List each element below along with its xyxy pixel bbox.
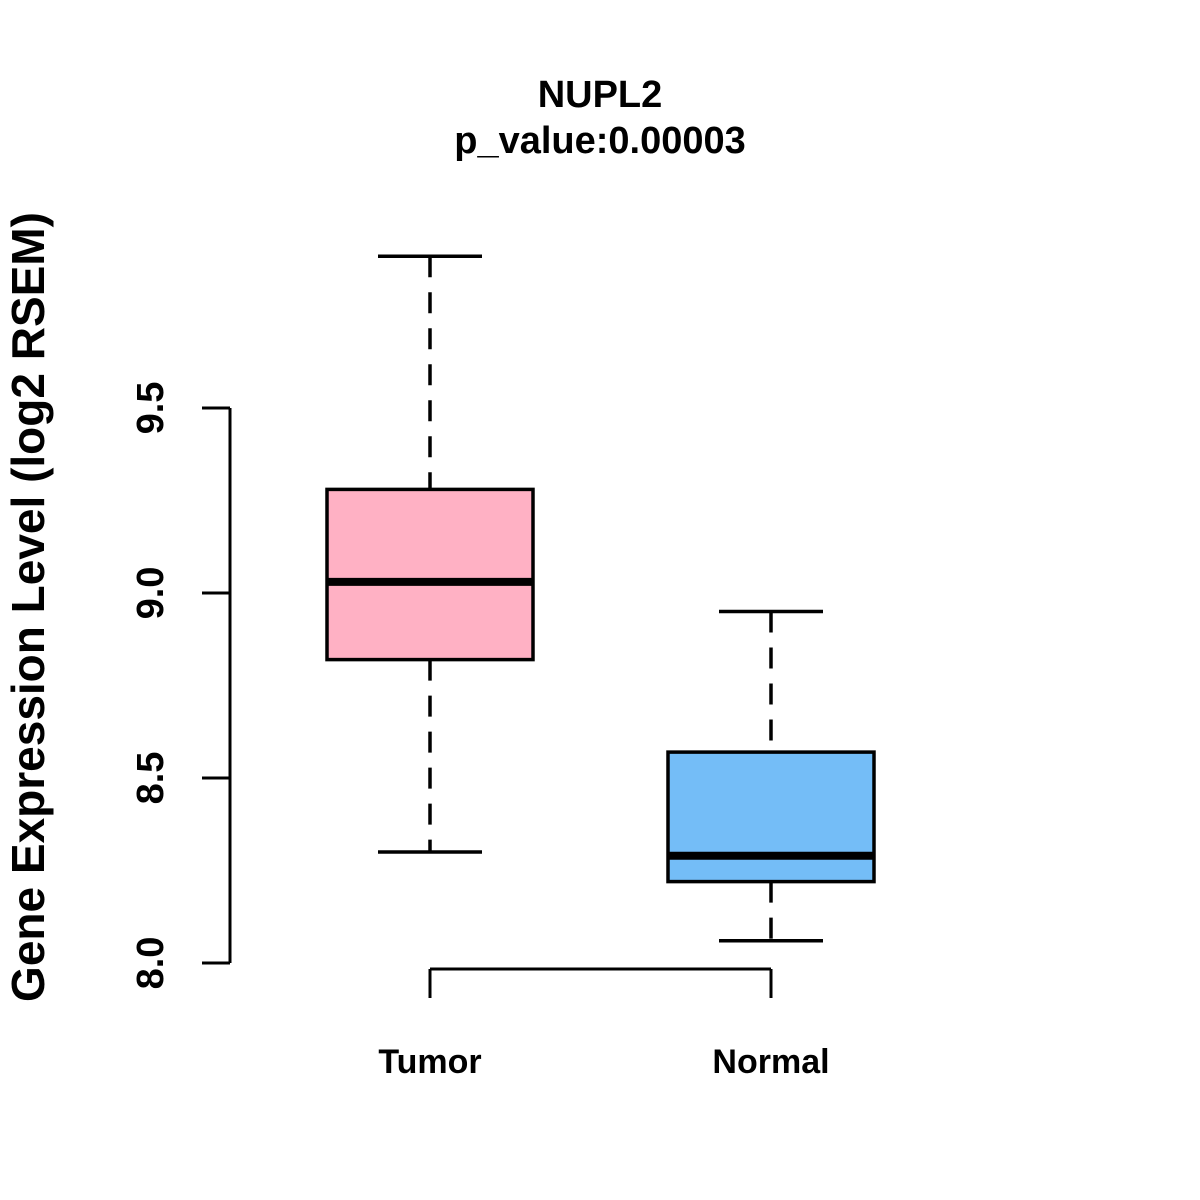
y-axis-tick-label: 8.0 (130, 937, 172, 990)
y-axis-tick-label: 9.5 (130, 382, 172, 435)
chart-title: NUPL2 (538, 74, 663, 116)
y-axis-tick-label: 9.0 (130, 567, 172, 620)
x-axis: Tumor Normal (378, 967, 830, 1081)
y-axis-title: Gene Expression Level (log2 RSEM) (2, 212, 54, 1002)
box-group-normal (666, 609, 876, 943)
box-group-tumor (325, 254, 535, 854)
chart-subtitle: p_value:0.00003 (454, 120, 746, 162)
iqr-box (666, 750, 876, 884)
y-axis: 8.0 8.5 9.0 9.5 (130, 382, 232, 990)
boxes-layer (325, 254, 876, 943)
y-axis-tick-label: 8.5 (130, 752, 172, 805)
x-category-label: Tumor (378, 1043, 481, 1081)
iqr-box (325, 487, 535, 662)
x-category-label: Normal (712, 1043, 829, 1081)
